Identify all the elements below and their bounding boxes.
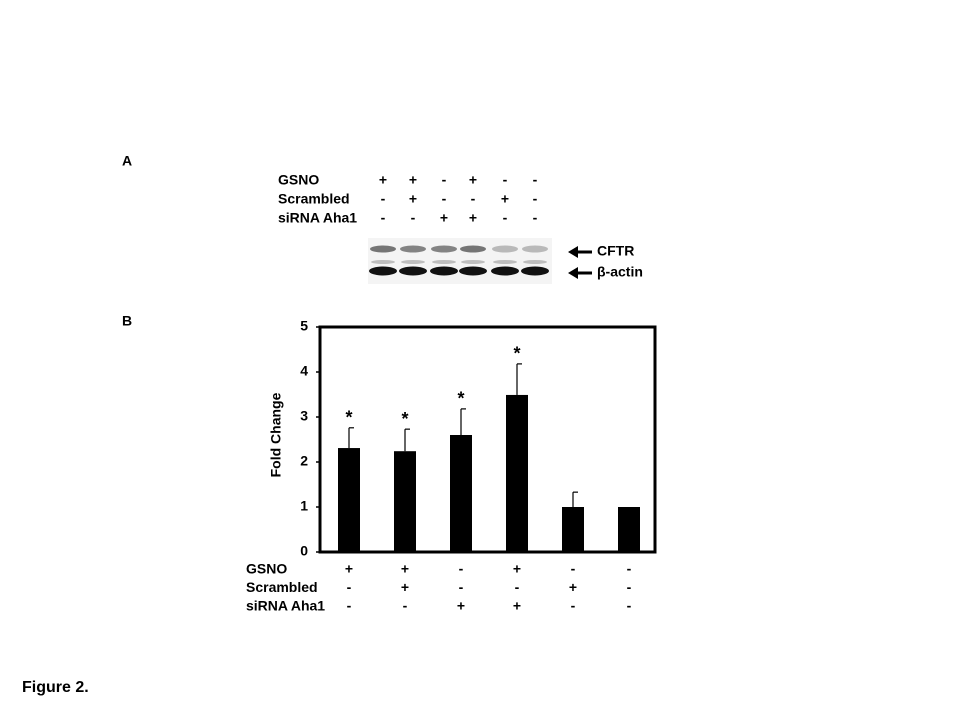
treatment-sign: -: [381, 210, 386, 226]
y-tick-label: 3: [300, 408, 308, 424]
treatment-sign: +: [569, 579, 577, 595]
arrow-head: [568, 246, 578, 258]
bar: [618, 507, 640, 552]
treatment-sign: +: [513, 561, 521, 577]
plot-frame: [318, 325, 657, 554]
treatment-sign: -: [503, 210, 508, 226]
panel-label: A: [122, 153, 132, 169]
blot-band: [430, 266, 458, 276]
bar: [562, 507, 584, 552]
blot-band: [370, 245, 396, 253]
treatment-sign: -: [533, 172, 538, 188]
y-axis-label: Fold Change: [268, 392, 284, 477]
bar: [338, 448, 360, 552]
treatment-sign: -: [403, 598, 408, 614]
y-tick-label: 5: [300, 318, 308, 334]
blot-band: [369, 266, 397, 276]
y-tick-label: 4: [300, 363, 308, 379]
treatment-sign: +: [501, 191, 509, 207]
blot-band: [371, 260, 395, 264]
blot-band: [521, 266, 549, 276]
blot-band: [401, 260, 425, 264]
figure-label: Figure 2.: [22, 679, 89, 696]
treatment-sign: -: [627, 579, 632, 595]
blot-band: [459, 266, 487, 276]
treatment-label: GSNO: [246, 561, 287, 577]
treatment-sign: -: [627, 598, 632, 614]
treatment-sign: -: [442, 172, 447, 188]
treatment-sign: +: [401, 579, 409, 595]
blot-background: [368, 238, 552, 284]
treatment-sign: -: [347, 579, 352, 595]
blot-band: [399, 266, 427, 276]
treatment-sign: +: [409, 191, 417, 207]
treatment-sign: -: [533, 191, 538, 207]
blot-band: [522, 245, 548, 253]
band-label: β-actin: [597, 264, 643, 280]
treatment-label: Scrambled: [278, 191, 350, 207]
treatment-label: siRNA Aha1: [278, 210, 357, 226]
treatment-sign: -: [533, 210, 538, 226]
treatment-sign: -: [442, 191, 447, 207]
treatment-sign: +: [513, 598, 521, 614]
treatment-label: Scrambled: [246, 579, 318, 595]
treatment-sign: -: [503, 172, 508, 188]
treatment-sign: -: [515, 579, 520, 595]
bar: [450, 435, 472, 552]
significance-marker: *: [513, 344, 520, 364]
blot-band: [493, 260, 517, 264]
treatment-sign: -: [459, 579, 464, 595]
panel-label: B: [122, 313, 132, 329]
blot-band: [460, 245, 486, 253]
treatment-label: GSNO: [278, 172, 319, 188]
treatment-sign: -: [471, 191, 476, 207]
treatment-sign: -: [411, 210, 416, 226]
y-tick-label: 2: [300, 453, 308, 469]
treatment-sign: -: [627, 561, 632, 577]
treatment-sign: -: [459, 561, 464, 577]
treatment-sign: +: [401, 561, 409, 577]
blot-band: [523, 260, 547, 264]
significance-marker: *: [401, 409, 408, 429]
arrow-head: [568, 267, 578, 279]
treatment-sign: +: [345, 561, 353, 577]
treatment-sign: +: [379, 172, 387, 188]
blot-band: [491, 266, 519, 276]
bar: [394, 451, 416, 552]
treatment-sign: +: [457, 598, 465, 614]
y-tick-label: 0: [300, 543, 308, 559]
treatment-sign: -: [381, 191, 386, 207]
treatment-sign: -: [347, 598, 352, 614]
treatment-sign: -: [571, 598, 576, 614]
treatment-sign: +: [440, 210, 448, 226]
treatment-sign: +: [469, 210, 477, 226]
treatment-sign: -: [571, 561, 576, 577]
blot-band: [432, 260, 456, 264]
blot-band: [431, 245, 457, 253]
blot-band: [461, 260, 485, 264]
treatment-sign: +: [409, 172, 417, 188]
blot-band: [492, 245, 518, 253]
significance-marker: *: [457, 389, 464, 409]
treatment-sign: +: [469, 172, 477, 188]
band-label: CFTR: [597, 243, 634, 259]
blot-band: [400, 245, 426, 253]
bar: [506, 394, 528, 552]
significance-marker: *: [345, 408, 352, 428]
treatment-label: siRNA Aha1: [246, 598, 325, 614]
y-tick-label: 1: [300, 498, 308, 514]
